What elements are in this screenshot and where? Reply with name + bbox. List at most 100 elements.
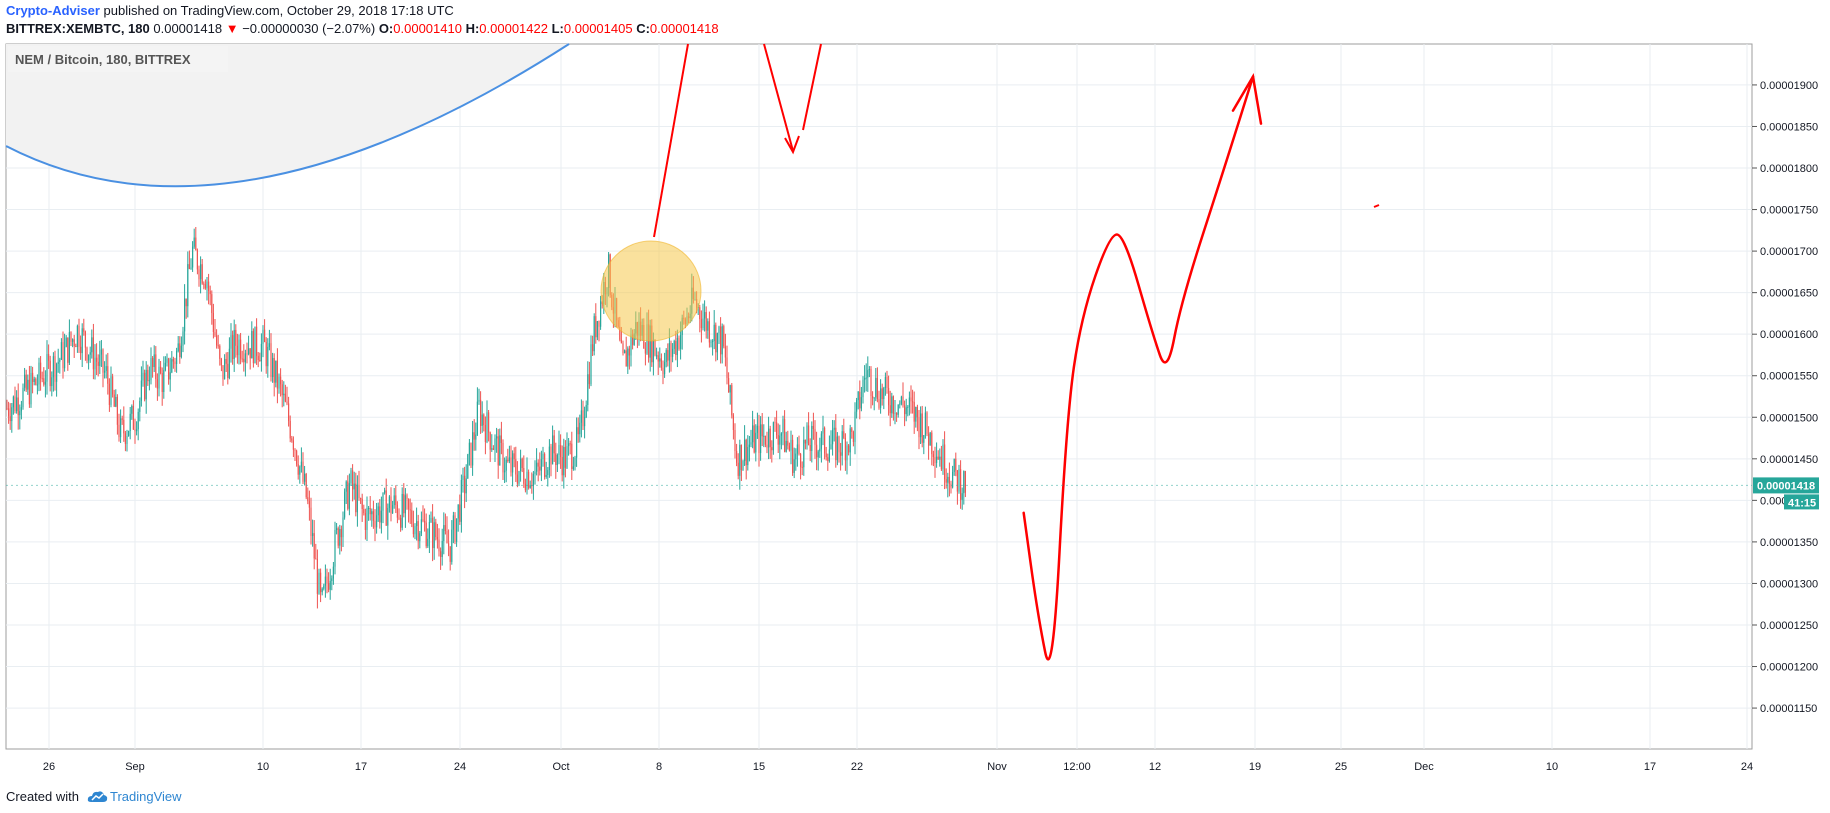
price-tag-box xyxy=(1753,477,1819,494)
candle-body xyxy=(299,466,301,475)
candle-body xyxy=(308,501,310,508)
candle-body xyxy=(65,337,67,347)
candle-body xyxy=(846,445,848,461)
candle-body xyxy=(259,360,261,362)
x-tick-label: 24 xyxy=(454,761,466,773)
candle-body xyxy=(940,456,942,470)
candle-body xyxy=(273,357,275,383)
candle-body xyxy=(172,359,174,362)
candle-body xyxy=(27,379,29,390)
tradingview-logo-icon[interactable] xyxy=(86,788,108,807)
candle-body xyxy=(107,366,109,384)
y-tick-label: 0.00001550 xyxy=(1760,371,1818,383)
candle-body xyxy=(628,348,630,356)
candle-body xyxy=(899,403,901,405)
candle-body xyxy=(209,290,211,295)
candle-body xyxy=(158,366,160,389)
candle-body xyxy=(408,499,410,510)
candle-body xyxy=(753,425,755,453)
candle-body xyxy=(448,543,450,547)
candle-body xyxy=(835,427,837,461)
candle-body xyxy=(438,539,440,552)
candle-body xyxy=(403,493,405,514)
candle-body xyxy=(400,517,402,528)
candle-body xyxy=(932,454,934,457)
time-axis[interactable]: 26 Sep 10 17 24 Oct 8 15 22 Nov 12:00 12 19 25 Dec 10 17… xyxy=(43,761,1753,773)
candle-body xyxy=(580,410,582,423)
candle-body xyxy=(865,377,867,379)
candle-body xyxy=(852,431,854,442)
candle-body xyxy=(475,434,477,440)
candle-body xyxy=(649,325,651,358)
candle-body xyxy=(784,419,786,452)
candle-body xyxy=(566,446,568,468)
candle-body xyxy=(859,391,861,409)
candle-body xyxy=(185,298,187,307)
candle-body xyxy=(300,461,302,467)
candle-body xyxy=(216,335,218,346)
candle-body xyxy=(212,313,214,333)
candle-body xyxy=(281,384,283,396)
candle-body xyxy=(268,343,270,347)
chart-header: Crypto-Adviser published on TradingView.… xyxy=(6,3,1826,43)
candle-body xyxy=(332,566,334,579)
candle-body xyxy=(752,425,754,443)
candle-body xyxy=(307,497,309,502)
candle-body xyxy=(72,339,74,342)
countdown-value: 41:15 xyxy=(1788,497,1816,509)
candle-body xyxy=(553,435,555,454)
open-value: 0.00001410 xyxy=(393,21,462,36)
candle-body xyxy=(264,329,266,343)
candle-body xyxy=(161,373,163,393)
candle-body xyxy=(235,329,237,346)
candle-body xyxy=(19,411,21,416)
candle-body xyxy=(49,360,51,387)
price-axis[interactable]: 0.00001150 0.00001200 0.00001250 0.00001300… xyxy=(1752,80,1818,715)
candle-body xyxy=(428,522,430,539)
candle-body xyxy=(862,379,864,398)
candle-body xyxy=(28,379,30,405)
candle-body xyxy=(710,341,712,343)
candle-body xyxy=(881,388,883,400)
candle-body xyxy=(83,328,85,332)
candle-body xyxy=(131,406,133,414)
candle-body xyxy=(707,321,709,331)
low-value: 0.00001405 xyxy=(563,21,633,36)
candle-body xyxy=(824,427,826,454)
candle-body xyxy=(734,429,736,451)
candle-body xyxy=(144,372,146,400)
candle-body xyxy=(43,378,45,385)
x-tick-label: 15 xyxy=(753,761,765,773)
legend-box xyxy=(8,46,228,72)
x-tick-label: 22 xyxy=(851,761,863,773)
candle-body xyxy=(524,483,526,491)
price-chart[interactable]: NEM / Bitcoin, 180, BITTREX 0.000011500.… xyxy=(0,0,1830,780)
candle-body xyxy=(472,432,474,466)
candle-body xyxy=(81,328,83,354)
stray-mark xyxy=(1373,204,1380,208)
candle-body xyxy=(377,506,379,516)
candle-body xyxy=(486,412,488,443)
candle-body xyxy=(284,393,286,402)
footer: Created with TradingView xyxy=(6,786,406,806)
candle-body xyxy=(564,446,566,468)
up-stroke xyxy=(802,43,822,131)
candle-body xyxy=(750,442,752,445)
candle-body xyxy=(774,422,776,424)
x-tick-label: 10 xyxy=(257,761,269,773)
candle-body xyxy=(342,517,344,538)
y-tick-label: 0.00001850 xyxy=(1760,121,1818,133)
author-link[interactable]: Crypto-Adviser xyxy=(6,3,100,18)
candle-body xyxy=(302,461,304,482)
candle-body xyxy=(860,397,862,409)
candle-body xyxy=(30,372,32,405)
candle-body xyxy=(390,496,392,514)
candle-body xyxy=(785,440,787,452)
candle-body xyxy=(856,400,858,412)
chart-title: NEM / Bitcoin, 180, BITTREX xyxy=(15,52,191,67)
candle-body xyxy=(393,495,395,506)
candle-body xyxy=(875,377,877,398)
candle-body xyxy=(113,394,115,407)
tradingview-link[interactable]: TradingView xyxy=(110,789,182,804)
candle-body xyxy=(872,396,874,399)
